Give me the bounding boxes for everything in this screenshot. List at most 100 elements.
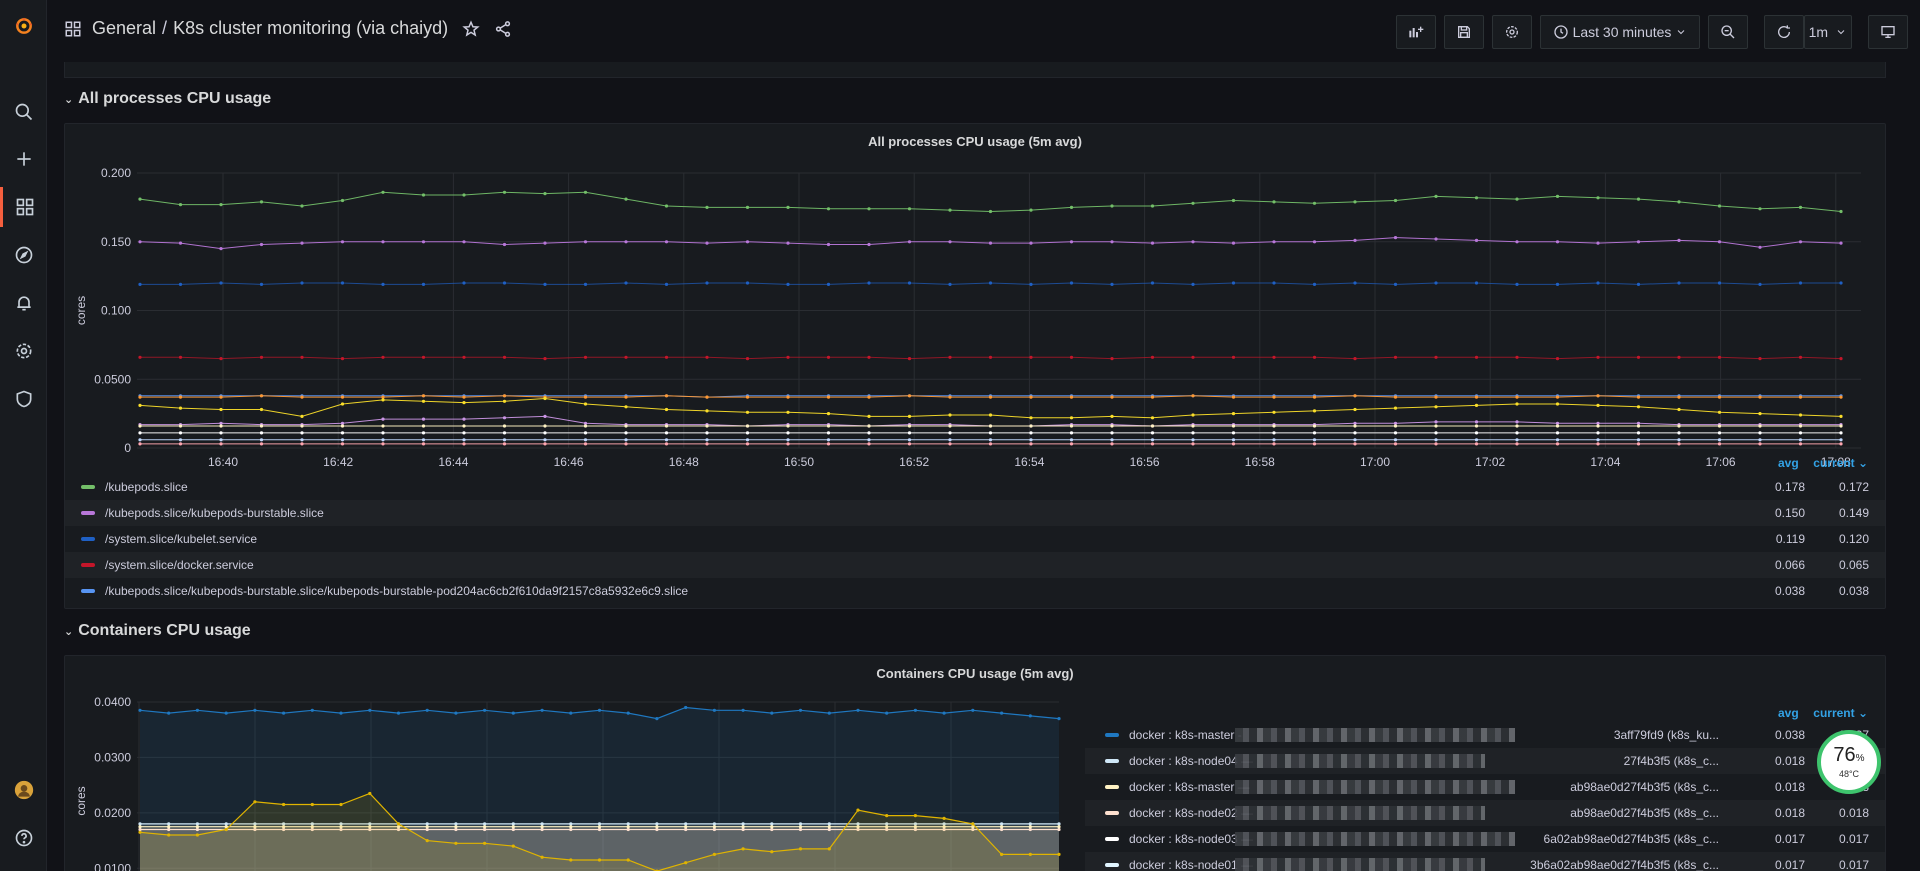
data-point — [705, 442, 709, 446]
legend-avg-header[interactable]: avg — [1778, 706, 1799, 720]
data-point — [664, 424, 669, 428]
legend-item[interactable]: docker : k8s-node02 — ab98ae0d27f4b3f5 (k… — [1085, 800, 1885, 826]
dashboards-icon[interactable] — [0, 187, 47, 227]
dashboard-settings-button[interactable] — [1492, 15, 1532, 49]
x-tick-label: 16:52 — [899, 455, 929, 469]
data-point — [569, 858, 573, 862]
data-point — [138, 827, 142, 832]
redacted-text — [1235, 754, 1485, 768]
data-point — [282, 802, 286, 807]
data-point — [1231, 355, 1236, 359]
data-point — [913, 822, 918, 826]
legend-item[interactable]: docker : k8s-node04 — 27f4b3f5 (k8s_c... 0… — [1085, 748, 1885, 774]
tv-mode-button[interactable] — [1868, 15, 1908, 49]
data-point — [1029, 395, 1033, 399]
data-point — [1758, 245, 1762, 249]
data-point — [624, 281, 628, 285]
dashboard-grid-icon — [65, 21, 81, 36]
save-dashboard-button[interactable] — [1444, 15, 1484, 49]
data-point — [462, 355, 466, 359]
data-point — [1312, 355, 1317, 359]
legend-item[interactable]: docker : k8s-node03 — 6a02ab98ae0d27f4b3f… — [1085, 826, 1885, 852]
data-point — [907, 207, 912, 211]
legend-item[interactable]: /system.slice/docker.service 0.066 0.065 — [65, 552, 1885, 578]
alerting-bell-icon[interactable] — [0, 283, 47, 323]
panel-title[interactable]: Containers CPU usage (5m avg) — [876, 666, 1074, 681]
data-point — [253, 708, 257, 712]
data-point — [826, 395, 831, 399]
legend-current-value: 0.172 — [1838, 480, 1869, 494]
data-point — [511, 822, 515, 826]
chart-containers-cpu[interactable]: 0.0100 0.0200 0.0300 0.0400 cores — [65, 686, 1075, 871]
data-point — [988, 355, 993, 359]
data-point — [1231, 442, 1236, 446]
data-point — [867, 395, 871, 399]
legend-item[interactable]: docker : k8s-master — ab98ae0d27f4b3f5 (k… — [1085, 774, 1885, 800]
chart-all-processes-cpu[interactable]: 0 0.0500 0.100 0.150 0.200 16:40 16:42 16:44 16:… — [65, 154, 1887, 484]
data-point — [1758, 207, 1762, 211]
legend-item[interactable]: /kubepods.slice 0.178 0.172 — [65, 474, 1885, 500]
data-point — [178, 282, 183, 286]
data-point — [741, 822, 745, 826]
data-point — [786, 282, 790, 286]
user-avatar[interactable] — [0, 770, 47, 810]
data-point — [253, 822, 257, 826]
data-point — [1057, 825, 1061, 829]
legend-item[interactable]: /kubepods.slice/kubepods-burstable.slice… — [65, 578, 1885, 604]
breadcrumb-folder[interactable]: General — [92, 18, 157, 38]
data-point — [1191, 282, 1195, 286]
configuration-gear-icon[interactable] — [0, 331, 47, 371]
legend-current-value: 0.018 — [1838, 806, 1869, 820]
data-point — [1717, 204, 1722, 208]
grafana-logo-icon[interactable] — [0, 6, 47, 46]
add-panel-button[interactable] — [1396, 15, 1436, 49]
row-all-processes[interactable]: ⌄ All processes CPU usage — [64, 90, 271, 108]
legend-item[interactable]: /system.slice/kubelet.service 0.119 0.120 — [65, 526, 1885, 552]
data-point — [907, 438, 912, 442]
data-point — [421, 424, 426, 428]
data-point — [421, 355, 426, 359]
legend-item[interactable]: /kubepods.slice/kubepods-burstable.slice… — [65, 500, 1885, 526]
data-point — [340, 395, 345, 399]
data-point — [1474, 442, 1479, 446]
explore-compass-icon[interactable] — [0, 235, 47, 275]
data-point — [1057, 822, 1061, 826]
legend-avg-header[interactable]: avg — [1778, 456, 1799, 470]
refresh-button[interactable] — [1764, 15, 1804, 49]
data-point — [705, 424, 709, 428]
x-tick-label: 17:08 — [1821, 455, 1851, 469]
data-point — [543, 192, 547, 196]
panel-title[interactable]: All processes CPU usage (5m avg) — [868, 134, 1082, 149]
legend-item[interactable]: docker : k8s-node01 — 3b6a02ab98ae0d27f4b… — [1085, 852, 1885, 871]
legend-label: docker : k8s-node03 — — [1129, 832, 1254, 846]
data-point — [1839, 357, 1843, 361]
data-point — [543, 414, 547, 418]
search-icon[interactable] — [0, 92, 47, 132]
refresh-interval-picker[interactable]: 1m — [1804, 15, 1852, 49]
legend-current-header[interactable]: current ⌄ — [1813, 456, 1868, 470]
gauge-temperature: 48°C — [1838, 769, 1860, 779]
dashboard-title[interactable]: K8s cluster monitoring (via chaiyd) — [173, 18, 449, 38]
data-point — [907, 357, 912, 361]
legend-item[interactable]: docker : k8s-master - 3aff79fd9 (k8s_ku..… — [1085, 722, 1885, 748]
time-range-picker[interactable]: Last 30 minutes — [1540, 15, 1700, 49]
data-point — [178, 442, 183, 446]
data-point — [224, 822, 228, 826]
data-point — [421, 431, 426, 435]
legend-current-header[interactable]: current ⌄ — [1813, 706, 1868, 720]
create-plus-icon[interactable] — [0, 139, 47, 179]
help-icon[interactable] — [0, 818, 47, 858]
row-containers[interactable]: ⌄ Containers CPU usage — [64, 622, 251, 640]
data-point — [1353, 421, 1357, 425]
data-point — [396, 827, 401, 832]
data-point — [1717, 410, 1722, 414]
system-monitor-gauge[interactable]: 76% 48°C — [1817, 730, 1881, 794]
zoom-out-button[interactable] — [1708, 15, 1748, 49]
share-icon[interactable] — [494, 20, 512, 38]
server-admin-shield-icon[interactable] — [0, 379, 47, 419]
data-point — [988, 431, 993, 435]
star-icon[interactable] — [462, 19, 480, 38]
data-point — [1353, 407, 1357, 412]
data-point — [798, 708, 803, 712]
data-point — [948, 355, 952, 359]
